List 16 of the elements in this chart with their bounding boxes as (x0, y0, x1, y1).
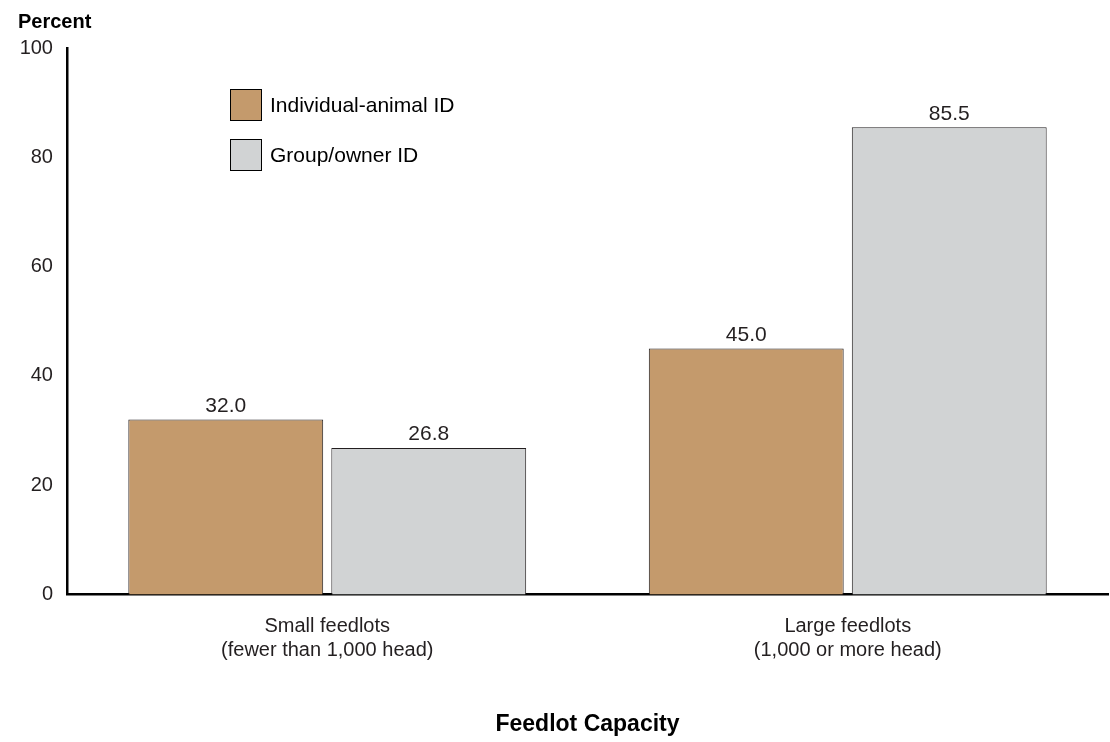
x-axis-title: Feedlot Capacity (495, 709, 680, 736)
data-label: 45.0 (725, 321, 767, 345)
y-tick-label: 40 (30, 363, 53, 386)
y-axis-title: Percent (18, 10, 92, 33)
data-label: 26.8 (408, 421, 450, 445)
y-tick-label: 20 (30, 472, 53, 495)
x-tick-label: Large feedlots (1,000 or more head) (753, 613, 942, 660)
legend-label: Individual-animal ID (270, 93, 455, 117)
y-tick-label: 0 (41, 581, 53, 604)
y-tick-label: 60 (30, 254, 53, 277)
y-tick-label: 80 (30, 144, 53, 167)
x-tick-label: Small feedlots (fewer than 1,000 head) (221, 613, 434, 660)
legend-label: Group/owner ID (270, 143, 419, 167)
y-tick-label: 100 (19, 35, 53, 58)
data-label: 85.5 (928, 100, 970, 124)
data-label: 32.0 (205, 392, 247, 416)
